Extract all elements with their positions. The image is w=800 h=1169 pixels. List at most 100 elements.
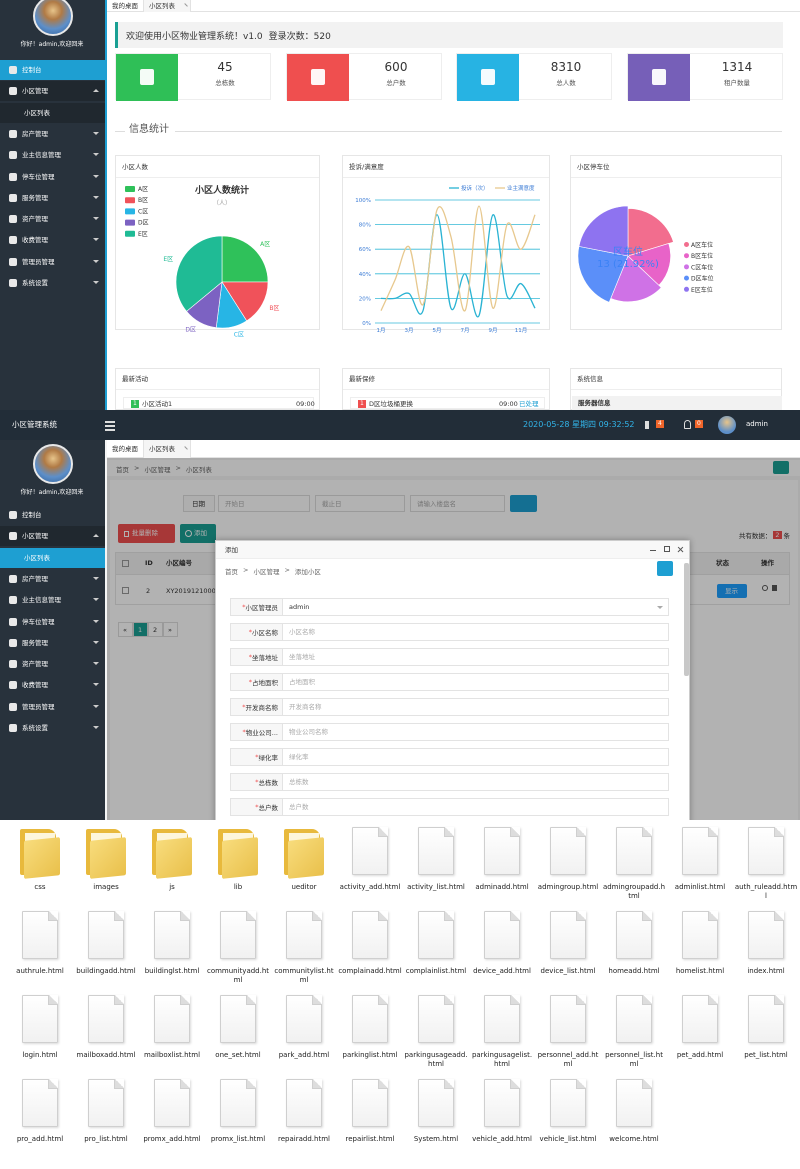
file-icon[interactable] [742,909,790,963]
file-icon[interactable] [610,1077,658,1131]
file-icon[interactable] [478,993,526,1047]
menu-item[interactable]: 控制台 [0,60,105,80]
menu-item[interactable]: 系统设置 [0,718,105,738]
edit-icon[interactable] [762,585,768,591]
file-icon[interactable] [676,909,724,963]
menu-item[interactable]: 小区列表 [0,102,105,123]
file-icon[interactable] [82,993,130,1047]
file-icon[interactable] [544,825,592,879]
menu-item[interactable]: 小区列表 [0,547,105,568]
file-icon[interactable] [214,909,262,963]
field-input[interactable]: 占地面积 [282,673,669,691]
field-input[interactable]: 小区名称 [282,623,669,641]
menu-item[interactable]: 停车位管理 [0,612,105,632]
menu-item[interactable]: 小区管理 [0,526,105,547]
file-icon[interactable] [742,993,790,1047]
file-icon[interactable] [82,909,130,963]
menu-item[interactable]: 服务管理 [0,188,105,208]
field-input[interactable]: admin [282,598,669,616]
folder-icon[interactable] [82,825,130,879]
file-icon[interactable] [214,1077,262,1131]
file-icon[interactable] [346,825,394,879]
file-icon[interactable] [742,825,790,879]
menu-item[interactable]: 服务管理 [0,633,105,653]
file-icon[interactable] [478,1077,526,1131]
tab[interactable]: 我的桌面 [112,444,138,453]
file-icon[interactable] [16,909,64,963]
file-icon[interactable] [148,909,196,963]
page-button[interactable]: « [118,622,133,637]
file-icon[interactable] [610,825,658,879]
add-button[interactable]: 添加 [180,524,216,543]
file-icon[interactable] [544,993,592,1047]
filter-input[interactable]: 截止日 [315,495,405,512]
folder-icon[interactable] [280,825,328,879]
field-input[interactable]: 总栋数 [282,773,669,791]
tab-active[interactable]: 小区列表 [143,440,191,458]
file-icon[interactable] [412,825,460,879]
field-input[interactable]: 物业公司名称 [282,723,669,741]
file-icon[interactable] [610,909,658,963]
file-icon[interactable] [610,993,658,1047]
menu-item[interactable]: 管理员管理 [0,697,105,717]
file-icon[interactable] [412,1077,460,1131]
folder-icon[interactable] [214,825,262,879]
filter-input[interactable]: 开始日 [218,495,310,512]
menu-item[interactable]: 管理员管理 [0,252,105,272]
field-input[interactable]: 绿化率 [282,748,669,766]
menu-item[interactable]: 停车位管理 [0,167,105,187]
file-icon[interactable] [148,1077,196,1131]
delete-icon[interactable] [772,585,777,591]
menu-item[interactable]: 资产管理 [0,209,105,229]
menu-item[interactable]: 房产管理 [0,569,105,589]
file-icon[interactable] [280,909,328,963]
file-icon[interactable] [676,825,724,879]
file-icon[interactable] [280,993,328,1047]
tab-active[interactable]: 小区列表 [143,0,191,12]
file-icon[interactable] [412,993,460,1047]
file-icon[interactable] [412,909,460,963]
page-button[interactable]: 2 [148,622,163,637]
file-icon[interactable] [478,909,526,963]
refresh-button[interactable] [773,461,789,474]
file-icon[interactable] [280,1077,328,1131]
folder-icon[interactable] [148,825,196,879]
menu-item[interactable]: 小区管理 [0,81,105,102]
file-icon[interactable] [16,1077,64,1131]
filter-input[interactable]: 请输入楼盘名 [410,495,505,512]
file-name: js [169,883,175,891]
field-input[interactable]: 总户数 [282,798,669,816]
page-button[interactable]: 1 [133,622,148,637]
file-icon[interactable] [544,909,592,963]
batch-delete-button[interactable]: 批量删除 [118,524,175,543]
menu-item[interactable]: 资产管理 [0,654,105,674]
status-button[interactable]: 显示 [717,584,747,598]
field-input[interactable]: 坐落地址 [282,648,669,666]
file-icon[interactable] [346,909,394,963]
search-button[interactable] [510,495,537,512]
file-icon[interactable] [16,993,64,1047]
file-icon[interactable] [214,993,262,1047]
file-icon[interactable] [478,825,526,879]
file-icon[interactable] [148,993,196,1047]
tab[interactable]: 我的桌面 [112,1,138,10]
file-icon[interactable] [346,993,394,1047]
menu-item[interactable]: 业主信息管理 [0,145,105,165]
file-icon[interactable] [544,1077,592,1131]
menu-item[interactable]: 收费管理 [0,230,105,250]
file-icon[interactable] [676,993,724,1047]
menu-item[interactable]: 房产管理 [0,124,105,144]
menu-item[interactable]: 收费管理 [0,675,105,695]
file-icon[interactable] [346,1077,394,1131]
page-button[interactable]: » [163,622,178,637]
file-icon[interactable] [82,1077,130,1131]
menu-item[interactable]: 控制台 [0,505,105,525]
user-name[interactable]: admin [746,420,768,428]
maximize-icon[interactable] [664,546,670,552]
modal-refresh-button[interactable] [657,561,673,576]
menu-item[interactable]: 业主信息管理 [0,590,105,610]
field-input[interactable]: 开发商名称 [282,698,669,716]
minimize-icon[interactable] [650,550,656,551]
folder-icon[interactable] [16,825,64,879]
menu-item[interactable]: 系统设置 [0,273,105,293]
